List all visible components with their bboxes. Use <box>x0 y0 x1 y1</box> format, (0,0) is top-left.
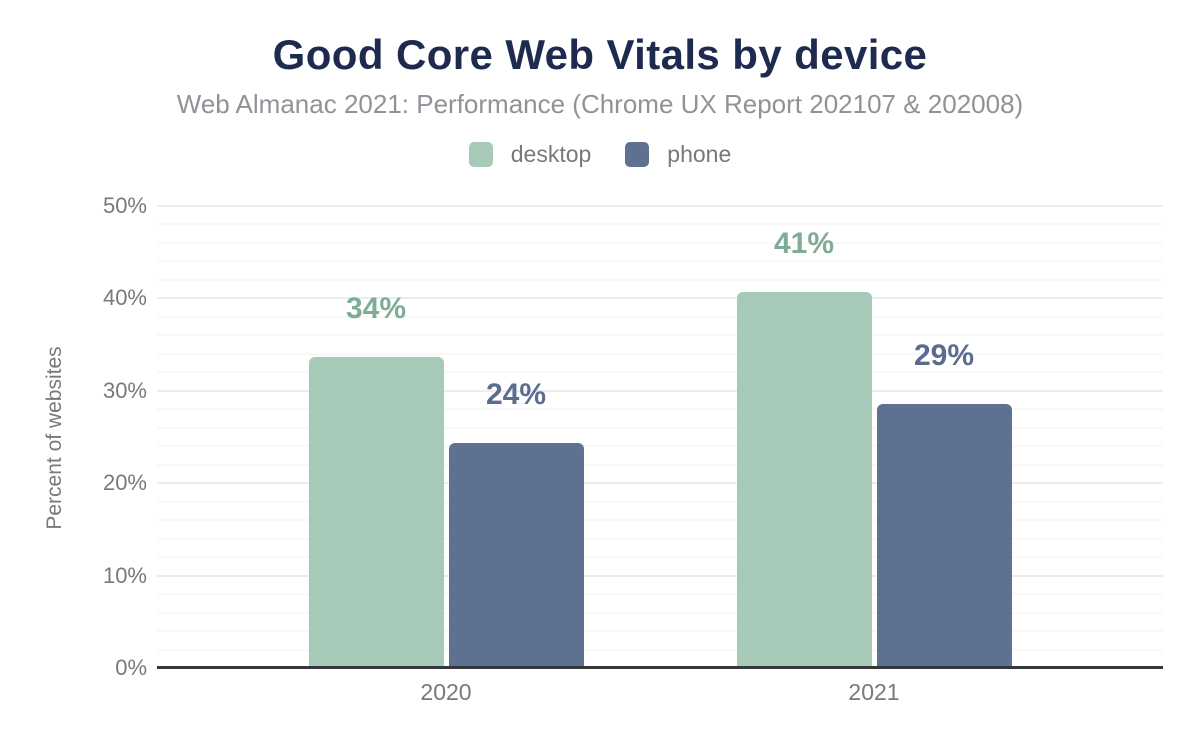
gridline-minor <box>157 352 1163 355</box>
gridline-minor <box>157 241 1163 244</box>
legend-label-phone: phone <box>667 141 732 167</box>
legend-item-desktop: desktop <box>468 141 592 168</box>
gridline-major <box>157 389 1163 392</box>
gridline-minor <box>157 445 1163 448</box>
gridline-minor <box>157 371 1163 374</box>
gridline-minor <box>157 334 1163 337</box>
bar-value-label: 34% <box>345 292 407 326</box>
gridline-minor <box>157 260 1163 263</box>
x-tick-label: 2021 <box>848 679 900 705</box>
bar-value-label: 41% <box>773 226 835 260</box>
gridline-major <box>157 482 1163 485</box>
legend-label-desktop: desktop <box>510 141 592 167</box>
gridline-minor <box>157 519 1163 522</box>
gridline-major <box>157 205 1163 207</box>
y-tick-label: 40% <box>102 285 147 311</box>
bar-value-label: 24% <box>485 378 547 412</box>
bar-phone-2021 <box>876 403 1012 667</box>
gridline-minor <box>157 278 1163 281</box>
gridline-minor <box>157 593 1163 596</box>
bar-desktop-2021 <box>736 291 872 667</box>
legend: desktop phone <box>0 141 1200 168</box>
bar-desktop-2020 <box>308 357 444 667</box>
bar-phone-2020 <box>448 443 584 667</box>
legend-item-phone: phone <box>625 141 731 168</box>
gridline-major <box>157 297 1163 300</box>
chart-title: Good Core Web Vitals by device <box>272 31 928 78</box>
gridline-minor <box>157 408 1163 411</box>
gridline-minor <box>157 500 1163 503</box>
gridline-minor <box>157 630 1163 633</box>
y-tick-label: 30% <box>102 377 147 403</box>
gridline-minor <box>157 611 1163 614</box>
gridline-minor <box>157 426 1163 429</box>
chart-subtitle: Web Almanac 2021: Performance (Chrome UX… <box>176 89 1024 119</box>
gridline-major <box>157 574 1163 577</box>
gridline-minor <box>157 537 1163 540</box>
y-tick-label: 0% <box>115 655 147 680</box>
legend-swatch-desktop <box>468 142 493 167</box>
y-tick-label: 10% <box>102 562 147 588</box>
gridline-minor <box>157 315 1163 318</box>
gridline-minor <box>157 648 1163 651</box>
y-tick-label: 50% <box>102 193 147 218</box>
gridline-minor <box>157 223 1163 226</box>
x-axis-line <box>157 666 1163 669</box>
bar-value-label: 29% <box>913 338 975 372</box>
y-tick-label: 20% <box>102 470 147 496</box>
gridline-minor <box>157 463 1163 466</box>
gridline-minor <box>157 556 1163 559</box>
x-tick-label: 2020 <box>420 679 472 705</box>
legend-swatch-phone <box>625 142 650 167</box>
y-axis-title: Percent of websites <box>43 346 66 530</box>
